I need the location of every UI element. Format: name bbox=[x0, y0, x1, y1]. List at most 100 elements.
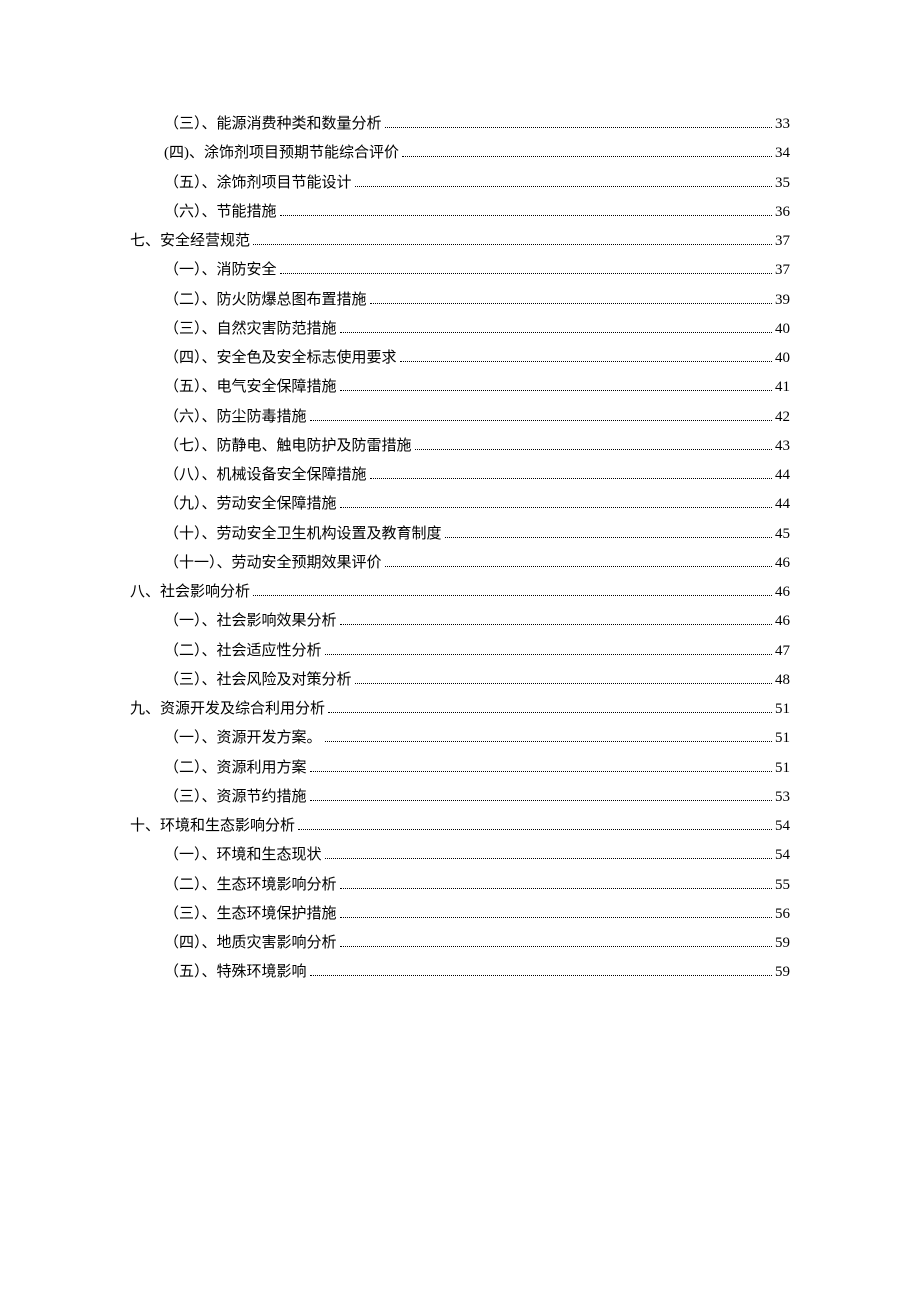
toc-leader-dots bbox=[280, 204, 772, 216]
toc-leader-dots bbox=[340, 906, 772, 918]
toc-page-number: 44 bbox=[775, 490, 790, 519]
toc-label: 七、安全经营规范 bbox=[130, 227, 250, 256]
toc-leader-dots bbox=[340, 614, 772, 626]
toc-label: （八）、机械设备安全保障措施 bbox=[164, 461, 367, 490]
toc-leader-dots bbox=[253, 585, 772, 597]
toc-leader-dots bbox=[355, 672, 772, 684]
toc-line: （六）、防尘防毒措施 42 bbox=[130, 403, 790, 432]
toc-label: （二）、社会适应性分析 bbox=[164, 637, 322, 666]
toc-page-number: 54 bbox=[775, 812, 790, 841]
toc-line: （六）、节能措施36 bbox=[130, 198, 790, 227]
toc-label: （三）、社会风险及对策分析 bbox=[164, 666, 352, 695]
toc-line: （三）、生态环境保护措施 56 bbox=[130, 900, 790, 929]
toc-line: （十一）、劳动安全预期效果评价46 bbox=[130, 549, 790, 578]
toc-label: （五）、涂饰剂项目节能设计 bbox=[164, 169, 352, 198]
toc-line: （一）、消防安全 37 bbox=[130, 256, 790, 285]
toc-line: 十、环境和生态影响分析 54 bbox=[130, 812, 790, 841]
toc-line: （二）、防火防爆总图布置措施 39 bbox=[130, 286, 790, 315]
toc-page-number: 39 bbox=[775, 286, 790, 315]
toc-leader-dots bbox=[253, 234, 772, 246]
toc-line: （四）、地质灾害影响分析 59 bbox=[130, 929, 790, 958]
toc-line: （五）、电气安全保障措施 41 bbox=[130, 373, 790, 402]
toc-line: （二）、生态环境影响分析 55 bbox=[130, 871, 790, 900]
toc-leader-dots bbox=[298, 819, 772, 831]
toc-line: （三）、社会风险及对策分析48 bbox=[130, 666, 790, 695]
toc-page-number: 44 bbox=[775, 461, 790, 490]
toc-label: （七）、防静电、触电防护及防雷措施 bbox=[164, 432, 412, 461]
toc-page-number: 45 bbox=[775, 520, 790, 549]
toc-leader-dots bbox=[328, 702, 772, 714]
toc-leader-dots bbox=[340, 497, 772, 509]
toc-label: 九、资源开发及综合利用分析 bbox=[130, 695, 325, 724]
toc-page-number: 55 bbox=[775, 871, 790, 900]
toc-line: （三）、自然灾害防范措施40 bbox=[130, 315, 790, 344]
toc-page-number: 51 bbox=[775, 754, 790, 783]
toc-page-number: 53 bbox=[775, 783, 790, 812]
toc-page-number: 37 bbox=[775, 256, 790, 285]
toc-leader-dots bbox=[280, 263, 772, 275]
toc-label: （一）、环境和生态现状 bbox=[164, 841, 322, 870]
toc-leader-dots bbox=[402, 146, 772, 158]
toc-line: （七）、防静电、触电防护及防雷措施 43 bbox=[130, 432, 790, 461]
toc-page-number: 46 bbox=[775, 607, 790, 636]
toc-leader-dots bbox=[310, 789, 772, 801]
toc-label: （二）、生态环境影响分析 bbox=[164, 871, 337, 900]
toc-leader-dots bbox=[385, 555, 772, 567]
toc-page-number: 56 bbox=[775, 900, 790, 929]
toc-label: （三）、生态环境保护措施 bbox=[164, 900, 337, 929]
toc-leader-dots bbox=[310, 965, 772, 977]
toc-label: （六）、节能措施 bbox=[164, 198, 277, 227]
toc-line: （九）、劳动安全保障措施44 bbox=[130, 490, 790, 519]
toc-label: （一）、资源开发方案。 bbox=[164, 724, 322, 753]
toc-leader-dots bbox=[355, 175, 772, 187]
toc-label: （五）、特殊环境影响 bbox=[164, 958, 307, 987]
toc-page: （三）、能源消费种类和数量分析33(四)、涂饰剂项目预期节能综合评价 34 （五）、… bbox=[0, 0, 920, 1048]
toc-line: 七、安全经营规范 37 bbox=[130, 227, 790, 256]
toc-page-number: 46 bbox=[775, 578, 790, 607]
toc-leader-dots bbox=[400, 351, 772, 363]
toc-line: （二）、社会适应性分析 47 bbox=[130, 637, 790, 666]
toc-page-number: 40 bbox=[775, 344, 790, 373]
toc-line: （一）、环境和生态现状 54 bbox=[130, 841, 790, 870]
toc-page-number: 42 bbox=[775, 403, 790, 432]
toc-page-number: 43 bbox=[775, 432, 790, 461]
toc-leader-dots bbox=[340, 321, 772, 333]
toc-page-number: 59 bbox=[775, 929, 790, 958]
toc-label: （一）、消防安全 bbox=[164, 256, 277, 285]
toc-leader-dots bbox=[445, 526, 772, 538]
toc-label: （四）、地质灾害影响分析 bbox=[164, 929, 337, 958]
toc-line: （一）、社会影响效果分析 46 bbox=[130, 607, 790, 636]
toc-line: （二）、资源利用方案 51 bbox=[130, 754, 790, 783]
toc-line: （八）、机械设备安全保障措施 44 bbox=[130, 461, 790, 490]
toc-page-number: 35 bbox=[775, 169, 790, 198]
toc-label: （五）、电气安全保障措施 bbox=[164, 373, 337, 402]
toc-page-number: 37 bbox=[775, 227, 790, 256]
toc-leader-dots bbox=[310, 409, 772, 421]
toc-label: 十、环境和生态影响分析 bbox=[130, 812, 295, 841]
toc-label: （六）、防尘防毒措施 bbox=[164, 403, 307, 432]
toc-leader-dots bbox=[385, 117, 772, 129]
toc-leader-dots bbox=[340, 877, 772, 889]
toc-leader-dots bbox=[310, 760, 772, 772]
toc-label: （一）、社会影响效果分析 bbox=[164, 607, 337, 636]
toc-label: 八、社会影响分析 bbox=[130, 578, 250, 607]
toc-line: （三）、能源消费种类和数量分析33 bbox=[130, 110, 790, 139]
toc-page-number: 54 bbox=[775, 841, 790, 870]
toc-leader-dots bbox=[415, 438, 772, 450]
toc-label: （二）、资源利用方案 bbox=[164, 754, 307, 783]
toc-page-number: 47 bbox=[775, 637, 790, 666]
toc-line: 八、社会影响分析 46 bbox=[130, 578, 790, 607]
toc-line: 九、资源开发及综合利用分析 51 bbox=[130, 695, 790, 724]
toc-label: （十）、劳动安全卫生机构设置及教育制度 bbox=[164, 520, 442, 549]
toc-page-number: 34 bbox=[775, 139, 790, 168]
toc-page-number: 41 bbox=[775, 373, 790, 402]
toc-label: (四)、涂饰剂项目预期节能综合评价 bbox=[164, 139, 399, 168]
toc-leader-dots bbox=[325, 731, 772, 743]
toc-page-number: 40 bbox=[775, 315, 790, 344]
toc-page-number: 51 bbox=[775, 695, 790, 724]
toc-label: （四）、安全色及安全标志使用要求 bbox=[164, 344, 397, 373]
toc-leader-dots bbox=[370, 292, 772, 304]
toc-label: （三）、资源节约措施 bbox=[164, 783, 307, 812]
toc-label: （二）、防火防爆总图布置措施 bbox=[164, 286, 367, 315]
toc-line: （一）、资源开发方案。51 bbox=[130, 724, 790, 753]
